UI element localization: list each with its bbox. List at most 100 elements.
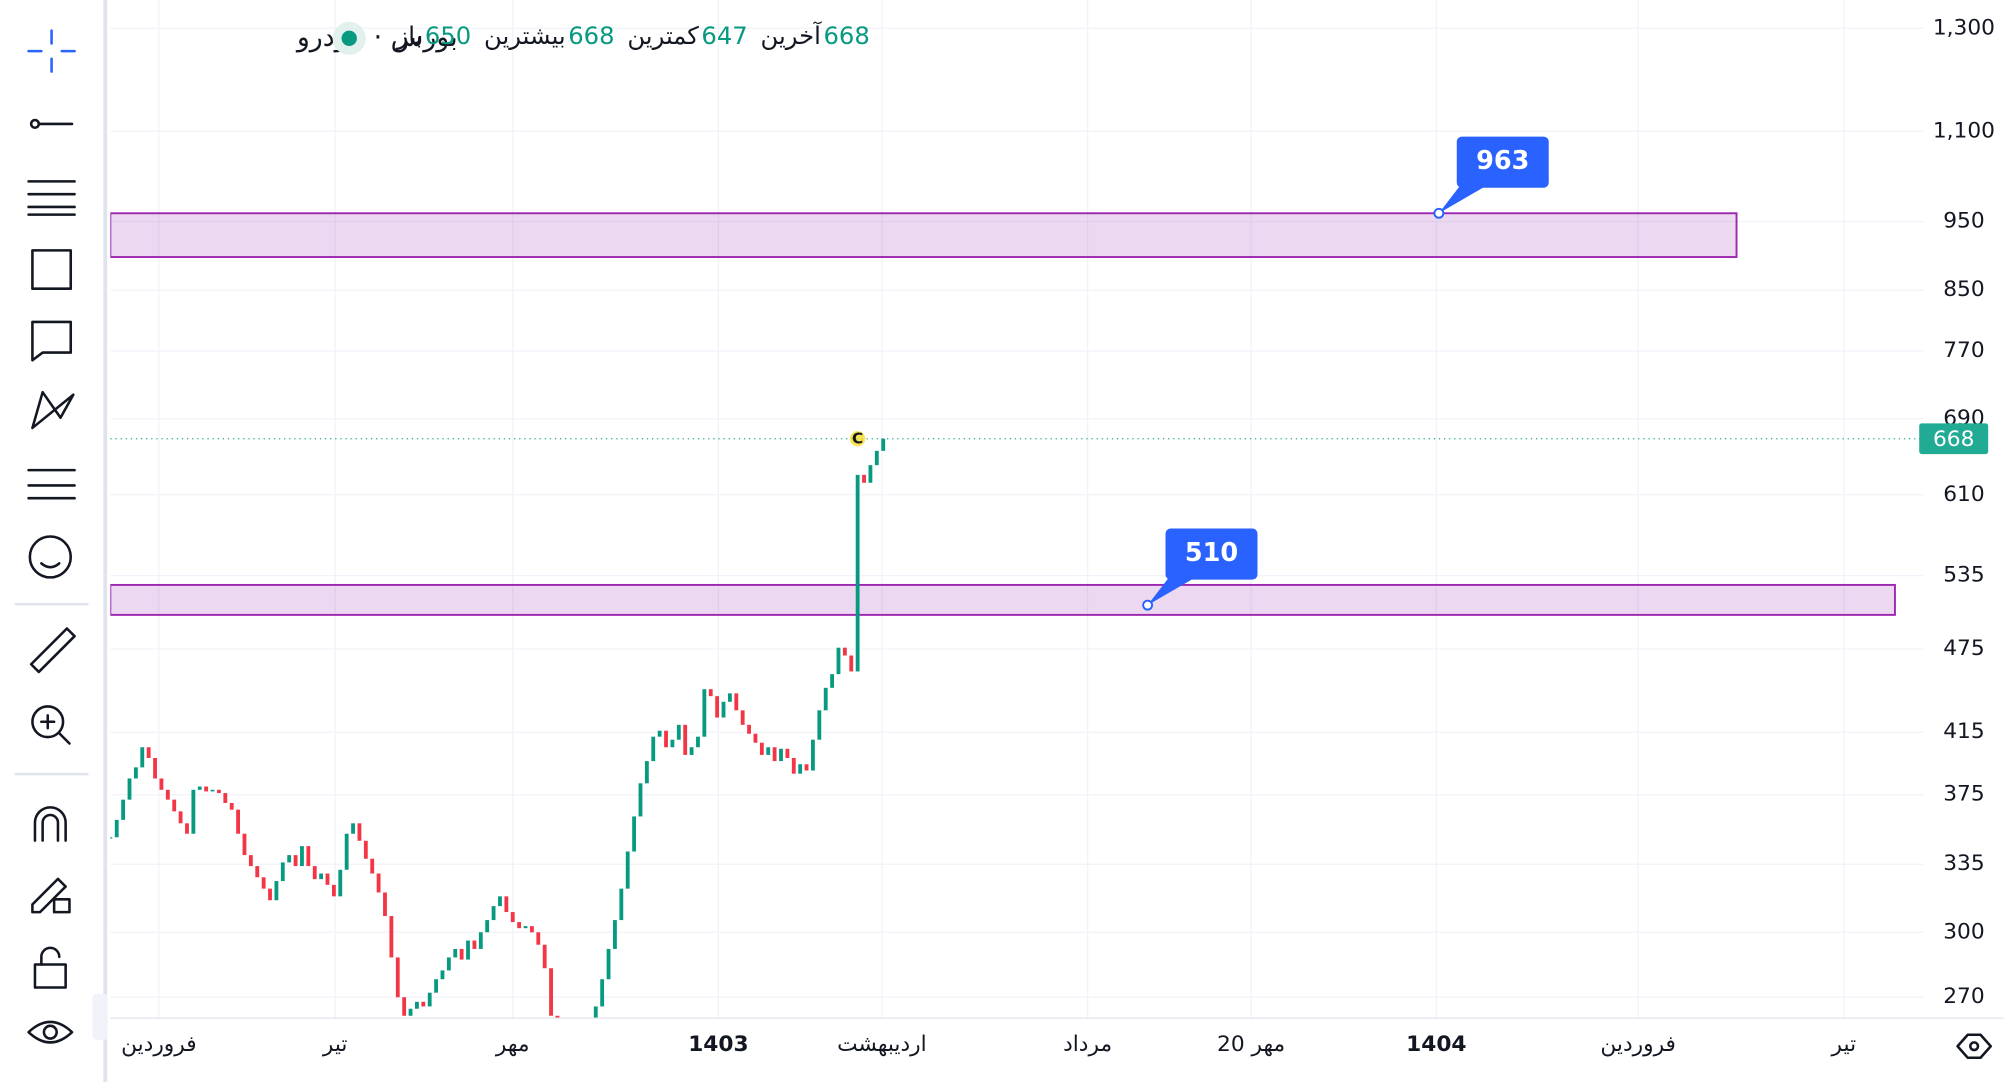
candle <box>312 866 317 880</box>
candle <box>178 811 183 824</box>
callout-anchor <box>1142 599 1154 611</box>
candle <box>478 932 483 949</box>
callout-tail <box>1147 571 1197 606</box>
prediction-tool[interactable] <box>27 468 76 500</box>
candle <box>862 474 866 483</box>
line-tool[interactable] <box>29 118 74 130</box>
pattern-tool[interactable] <box>31 390 75 430</box>
candle <box>804 764 809 771</box>
candle <box>351 823 355 834</box>
visibility-tool[interactable] <box>27 1020 74 1044</box>
candle <box>280 862 285 882</box>
candle <box>779 748 783 762</box>
y-tick-label: 950 <box>1943 209 1984 234</box>
candle <box>408 1008 413 1016</box>
y-tick-label: 850 <box>1943 277 1984 302</box>
candle <box>223 793 228 803</box>
x-tick-label: فروردین <box>121 1032 197 1057</box>
candle <box>587 1020 591 1030</box>
lock-draw-tool[interactable] <box>31 877 71 914</box>
candle <box>229 802 234 810</box>
y-tick-label: 475 <box>1943 636 1984 661</box>
zoom-tool[interactable] <box>31 705 71 745</box>
candle <box>651 736 656 762</box>
candle <box>549 968 553 1016</box>
candle <box>619 888 624 921</box>
magnet-tool[interactable] <box>33 806 67 842</box>
ohlc-value: 647 <box>701 21 747 50</box>
candle <box>370 858 375 874</box>
candle <box>830 674 835 688</box>
candle <box>185 823 189 834</box>
y-tick-label: 335 <box>1943 851 1984 876</box>
lock-tool[interactable] <box>33 946 67 989</box>
candle <box>740 710 745 725</box>
candle <box>110 837 113 839</box>
candle <box>696 736 700 748</box>
settings-button[interactable] <box>1956 1033 1993 1060</box>
candle <box>236 809 241 834</box>
candle <box>172 799 177 812</box>
callout-label: 510 <box>1185 538 1238 568</box>
zone <box>110 212 1738 258</box>
ohlc-value: 668 <box>568 21 614 50</box>
candle <box>402 997 407 1016</box>
last-price-label: 668 <box>1933 427 1974 452</box>
tools <box>14 29 89 1044</box>
fib-tool[interactable] <box>27 180 76 216</box>
x-tick-label: تیر <box>1831 1032 1857 1057</box>
candle <box>434 979 439 993</box>
candle <box>210 789 215 792</box>
candle <box>127 778 132 800</box>
candle <box>325 873 330 885</box>
candle <box>823 687 828 711</box>
x-tick-label: فروردین <box>1600 1032 1676 1057</box>
candle <box>555 1015 560 1019</box>
candle <box>791 758 796 774</box>
candle <box>440 970 445 980</box>
candle <box>638 783 643 817</box>
candle <box>446 957 451 971</box>
event-marker-label: C <box>852 429 863 447</box>
candle <box>759 742 764 755</box>
candle <box>491 906 496 921</box>
candle <box>459 948 464 960</box>
candle <box>606 948 611 980</box>
candle <box>581 1030 585 1040</box>
candle <box>817 710 822 740</box>
candle <box>357 823 362 841</box>
y-tick-label: 610 <box>1943 482 1984 507</box>
ruler-tool[interactable] <box>29 627 76 674</box>
candle <box>504 896 509 913</box>
candle <box>217 789 221 794</box>
callout-tail <box>1438 180 1488 214</box>
candle <box>772 747 777 762</box>
candle <box>721 701 726 718</box>
candle <box>683 724 688 755</box>
y-tick-label: 415 <box>1943 719 1984 744</box>
emoji-tool[interactable] <box>28 535 73 579</box>
candle <box>255 866 260 878</box>
text-tool[interactable] <box>31 320 73 362</box>
ohlc-label: بیشترین <box>484 21 566 50</box>
ohlc-legend: باز 650 بیشترین 668 کمترین 647 آخرین 668 <box>395 21 869 50</box>
candle <box>121 799 126 820</box>
candle <box>165 789 170 800</box>
candle <box>785 748 790 759</box>
candle <box>376 873 381 893</box>
candle <box>644 761 649 784</box>
candle <box>747 724 751 734</box>
shape-tool[interactable] <box>31 249 73 290</box>
y-tick-label: 270 <box>1943 984 1984 1009</box>
candle <box>536 932 541 945</box>
candle <box>517 922 522 929</box>
candle <box>811 739 815 771</box>
collapse-button[interactable] <box>92 993 108 1040</box>
ohlc-value: 668 <box>823 21 869 50</box>
crosshair-tool[interactable] <box>27 29 76 73</box>
x-tick-label: مرداد <box>1063 1032 1112 1057</box>
symbol-title: بورس · خودرو <box>295 22 458 53</box>
candle <box>261 877 266 889</box>
